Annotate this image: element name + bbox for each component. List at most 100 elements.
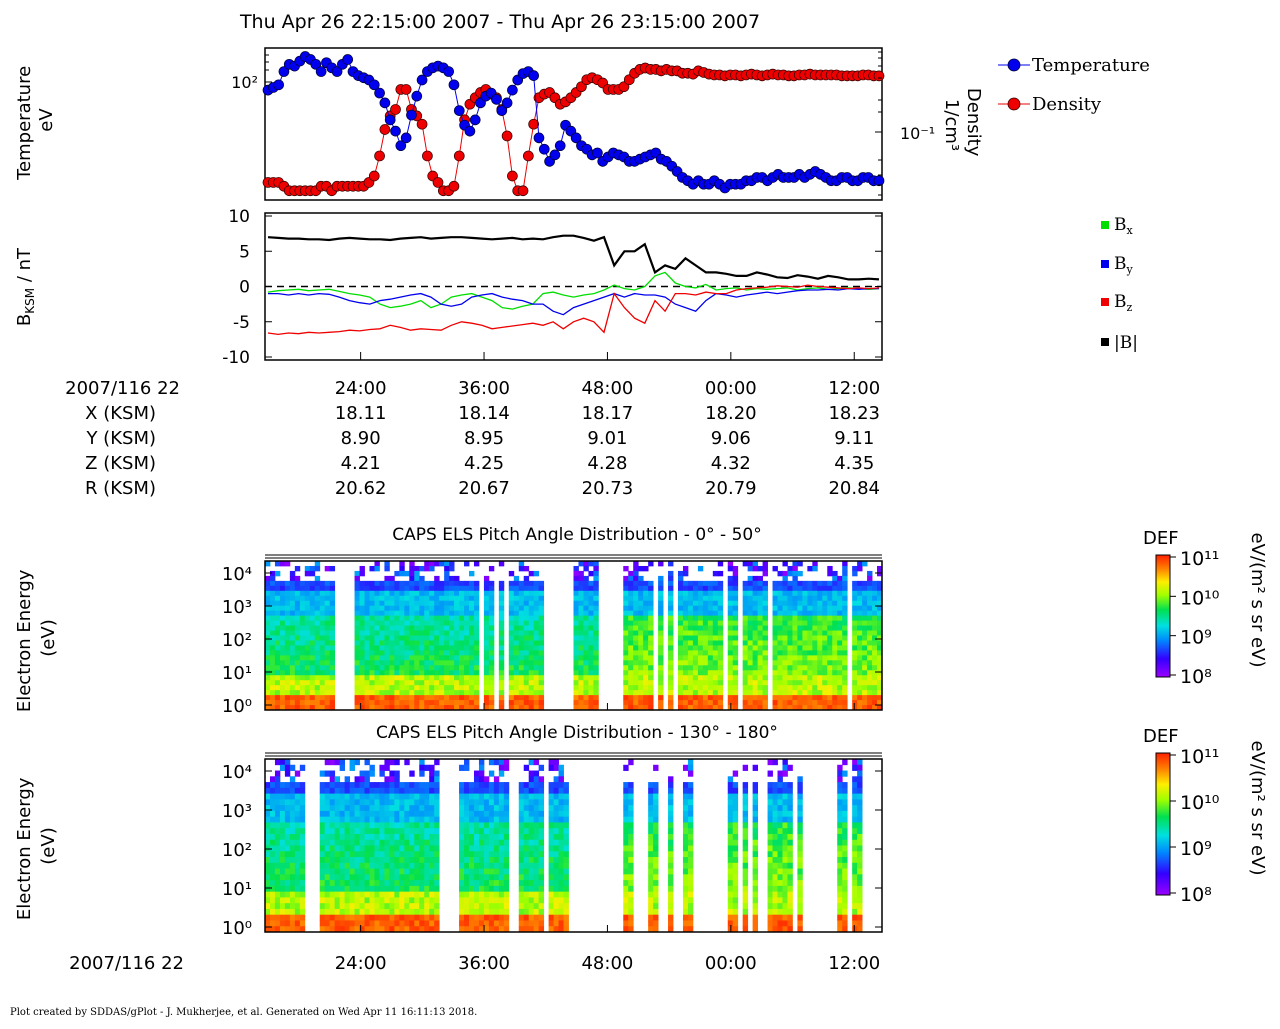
spectrogram-cell bbox=[459, 685, 464, 690]
spectrogram-cell bbox=[310, 596, 315, 601]
spectrogram-cell bbox=[768, 892, 773, 898]
spectrogram-cell bbox=[320, 645, 325, 650]
spectrogram-cell bbox=[280, 846, 285, 852]
ephemeris-row-label: Z (KSM) bbox=[85, 453, 156, 474]
spectrogram-cell bbox=[384, 685, 389, 690]
spectrogram-cell bbox=[439, 640, 444, 645]
spectrogram-cell bbox=[295, 586, 300, 591]
spectrogram-cell bbox=[374, 920, 379, 926]
spectrogram-cell bbox=[484, 817, 489, 823]
spectrogram-cell bbox=[683, 606, 688, 611]
spectrogram-cell bbox=[454, 601, 459, 606]
spectrogram-cell bbox=[593, 636, 598, 641]
spectrogram-cell bbox=[778, 920, 783, 926]
spectrogram-cell bbox=[534, 834, 539, 840]
spectrogram-cell bbox=[414, 631, 419, 636]
spectrogram-cell bbox=[360, 616, 365, 621]
spectrogram-cell bbox=[355, 822, 360, 828]
spectrogram-cell bbox=[365, 776, 370, 782]
spectrogram-cell bbox=[643, 700, 648, 705]
spectrogram-cell bbox=[683, 811, 688, 817]
spectrogram-cell bbox=[668, 834, 673, 840]
spectrogram-cell bbox=[718, 581, 723, 586]
spectrogram-cell bbox=[300, 675, 305, 680]
spectrogram-cell bbox=[648, 903, 653, 909]
ephemeris-value: 4.21 bbox=[341, 453, 381, 474]
spectrogram-cell bbox=[578, 601, 583, 606]
spectrogram-cell bbox=[315, 655, 320, 660]
spectrogram-cell bbox=[320, 640, 325, 645]
spectrogram-cell bbox=[340, 874, 345, 880]
legend-temperature-label: Temperature bbox=[1032, 55, 1150, 76]
spectrogram-cell bbox=[320, 685, 325, 690]
spectrogram-cell bbox=[643, 581, 648, 586]
spectrogram-cell bbox=[728, 645, 733, 650]
spectrogram-cell bbox=[464, 631, 469, 636]
spectrogram-cell bbox=[419, 799, 424, 805]
spectrogram-cell bbox=[310, 665, 315, 670]
spectrogram-cell bbox=[638, 591, 643, 596]
spectrogram-cell bbox=[743, 834, 748, 840]
spectrogram-cell bbox=[459, 805, 464, 811]
spectrogram-cell bbox=[529, 920, 534, 926]
spectrogram-cell bbox=[782, 611, 787, 616]
spectrogram-cell bbox=[384, 846, 389, 852]
spectrogram-cell bbox=[295, 794, 300, 800]
spectrogram-cell bbox=[653, 794, 658, 800]
spectrogram-cell bbox=[389, 840, 394, 846]
spectrogram-cell bbox=[275, 675, 280, 680]
spectrogram-cell bbox=[529, 571, 534, 576]
spectrogram-cell bbox=[315, 680, 320, 685]
spectrogram-cell bbox=[782, 601, 787, 606]
spectrogram-cell bbox=[797, 776, 802, 782]
spectrogram-cell bbox=[295, 863, 300, 869]
spectrogram-cell bbox=[325, 846, 330, 852]
spectrogram-cell bbox=[280, 611, 285, 616]
spectrogram-cell bbox=[867, 640, 872, 645]
spectrogram-cell bbox=[454, 675, 459, 680]
spectrogram-cell bbox=[389, 828, 394, 834]
spectrogram-cell bbox=[529, 670, 534, 675]
spectrogram-cell bbox=[504, 903, 509, 909]
spectrogram-cell bbox=[325, 700, 330, 705]
spectrogram-cell bbox=[280, 561, 285, 566]
spectrogram-cell bbox=[494, 799, 499, 805]
spectrogram-cell bbox=[822, 685, 827, 690]
spectrogram-cell bbox=[305, 685, 310, 690]
spectrogram-cell bbox=[384, 640, 389, 645]
spectrogram-cell bbox=[529, 874, 534, 880]
spectrogram-cell bbox=[394, 869, 399, 875]
spectrogram-cell bbox=[464, 591, 469, 596]
spectrogram-cell bbox=[265, 655, 270, 660]
spectrogram-cell bbox=[773, 799, 778, 805]
ephemeris-row-label: R (KSM) bbox=[85, 478, 156, 499]
spectrogram-cell bbox=[479, 834, 484, 840]
spectrogram-cell bbox=[315, 670, 320, 675]
spectrogram-cell bbox=[703, 616, 708, 621]
spectrogram-cell bbox=[494, 874, 499, 880]
spectrogram-cell bbox=[743, 621, 748, 626]
spectrogram-cell bbox=[648, 561, 653, 566]
spectrogram-cell bbox=[658, 561, 663, 566]
spectrogram-cell bbox=[499, 771, 504, 777]
spectrogram-cell bbox=[688, 897, 693, 903]
spectrogram-cell bbox=[698, 586, 703, 591]
spectrogram-cell bbox=[340, 834, 345, 840]
spectrogram-cell bbox=[320, 869, 325, 875]
spectrogram-cell bbox=[852, 675, 857, 680]
spectrogram-cell bbox=[539, 817, 544, 823]
spectrogram-cell bbox=[434, 805, 439, 811]
spectrogram-cell bbox=[529, 606, 534, 611]
spectrogram-cell bbox=[389, 690, 394, 695]
spectrogram-cell bbox=[429, 765, 434, 771]
spectrogram-cell bbox=[300, 611, 305, 616]
spectrogram-cell bbox=[335, 840, 340, 846]
spectrogram-cell bbox=[325, 596, 330, 601]
spectrogram-cell bbox=[464, 846, 469, 852]
spectrogram-cell bbox=[588, 611, 593, 616]
spectrogram-cell bbox=[648, 857, 653, 863]
spectrogram-cell bbox=[514, 631, 519, 636]
spectrogram-cell bbox=[439, 581, 444, 586]
spectrogram-cell bbox=[449, 591, 454, 596]
spectrogram-cell bbox=[549, 874, 554, 880]
